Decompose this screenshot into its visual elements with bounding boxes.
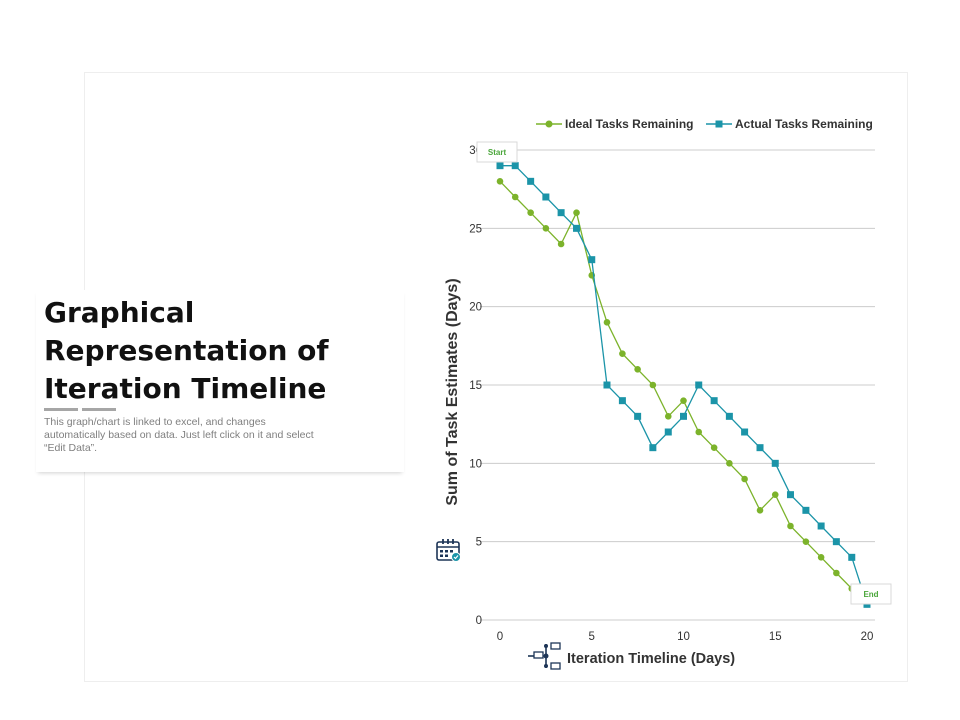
- data-point-ideal-22[interactable]: [833, 569, 840, 577]
- data-point-actual-14[interactable]: [710, 397, 718, 405]
- legend-item-actual[interactable]: Actual Tasks Remaining: [706, 117, 873, 131]
- data-point-actual-17[interactable]: [756, 444, 764, 452]
- title-underline-right: [82, 408, 116, 411]
- y-tick-label-10: 10: [469, 458, 482, 470]
- data-point-actual-1[interactable]: [511, 162, 519, 170]
- data-point-ideal-12[interactable]: [680, 397, 687, 404]
- data-point-ideal-21[interactable]: [817, 554, 825, 561]
- data-point-actual-19[interactable]: [786, 491, 794, 499]
- end-callout: End: [850, 583, 892, 605]
- data-point-actual-2[interactable]: [527, 177, 535, 185]
- data-point-ideal-15[interactable]: [726, 460, 733, 467]
- data-point-ideal-16[interactable]: [741, 475, 748, 483]
- legend-label-actual: Actual Tasks Remaining: [735, 117, 873, 131]
- data-point-actual-20[interactable]: [802, 506, 810, 514]
- page-title: Graphical Representation of Iteration Ti…: [44, 296, 329, 405]
- data-point-actual-5[interactable]: [573, 224, 581, 232]
- x-tick-label-5: 5: [589, 631, 595, 643]
- end-label: End: [863, 590, 878, 599]
- legend-label-ideal: Ideal Tasks Remaining: [565, 117, 694, 131]
- data-point-ideal-9[interactable]: [634, 366, 641, 373]
- y-tick-label-15: 15: [469, 380, 482, 392]
- data-point-actual-13[interactable]: [695, 381, 703, 389]
- data-point-actual-11[interactable]: [664, 428, 672, 436]
- x-tick-label-10: 10: [677, 631, 690, 643]
- y-tick-label-0: 0: [476, 615, 482, 627]
- data-point-ideal-13[interactable]: [695, 428, 703, 436]
- data-point-actual-7[interactable]: [603, 381, 611, 389]
- data-point-ideal-18[interactable]: [771, 491, 779, 498]
- x-axis-title: Iteration Timeline (Days): [567, 651, 735, 667]
- data-point-actual-9[interactable]: [634, 412, 642, 420]
- data-point-ideal-1[interactable]: [511, 193, 519, 201]
- data-point-ideal-4[interactable]: [557, 240, 565, 248]
- data-point-ideal-20[interactable]: [802, 538, 810, 545]
- data-point-actual-12[interactable]: [680, 412, 687, 420]
- data-point-ideal-11[interactable]: [664, 413, 672, 420]
- y-tick-label-20: 20: [469, 302, 482, 314]
- series-line-ideal[interactable]: [499, 180, 868, 605]
- data-point-ideal-3[interactable]: [542, 225, 550, 232]
- calendar-icon: [436, 539, 461, 562]
- y-tick-label-5: 5: [476, 537, 482, 549]
- data-point-actual-22[interactable]: [832, 538, 840, 546]
- x-tick-label-20: 20: [861, 631, 874, 643]
- data-point-actual-3[interactable]: [542, 193, 550, 201]
- legend[interactable]: Ideal Tasks Remaining Actual Tasks Remai…: [536, 117, 873, 131]
- data-point-actual-16[interactable]: [741, 428, 749, 436]
- data-point-actual-10[interactable]: [649, 444, 657, 452]
- data-point-actual-4[interactable]: [557, 209, 565, 217]
- data-point-ideal-19[interactable]: [787, 522, 794, 530]
- data-point-actual-0[interactable]: [496, 162, 504, 170]
- description-text: This graph/chart is linked to excel, and…: [44, 416, 314, 454]
- legend-item-ideal[interactable]: Ideal Tasks Remaining: [536, 117, 694, 131]
- timeline-icon: [528, 642, 561, 670]
- data-point-ideal-10[interactable]: [649, 381, 657, 389]
- gridlines: [480, 149, 875, 621]
- data-point-ideal-17[interactable]: [756, 507, 764, 514]
- y-tick-label-25: 25: [469, 223, 482, 235]
- data-point-ideal-2[interactable]: [527, 209, 534, 216]
- legend-marker-ideal: [545, 120, 553, 128]
- data-point-actual-8[interactable]: [618, 397, 626, 405]
- data-point-actual-15[interactable]: [725, 412, 733, 420]
- y-axis-title: Sum of Task Estimates (Days): [444, 278, 461, 505]
- title-block: Graphical Representation of Iteration Ti…: [36, 290, 404, 472]
- x-tick-label-15: 15: [769, 631, 782, 643]
- start-label: Start: [488, 148, 507, 157]
- data-point-actual-21[interactable]: [817, 522, 825, 530]
- data-point-ideal-8[interactable]: [619, 350, 626, 357]
- data-point-ideal-0[interactable]: [496, 178, 504, 185]
- data-point-actual-18[interactable]: [771, 459, 779, 467]
- data-point-ideal-14[interactable]: [710, 444, 718, 451]
- start-callout: Start: [476, 141, 518, 163]
- legend-marker-actual: [715, 120, 723, 128]
- data-point-actual-23[interactable]: [848, 553, 856, 561]
- series[interactable]: [496, 162, 871, 608]
- x-tick-label-0: 0: [497, 631, 503, 643]
- data-point-ideal-7[interactable]: [603, 319, 611, 326]
- data-point-ideal-5[interactable]: [573, 209, 580, 216]
- data-point-actual-6[interactable]: [588, 256, 596, 264]
- title-underline-left: [44, 408, 78, 411]
